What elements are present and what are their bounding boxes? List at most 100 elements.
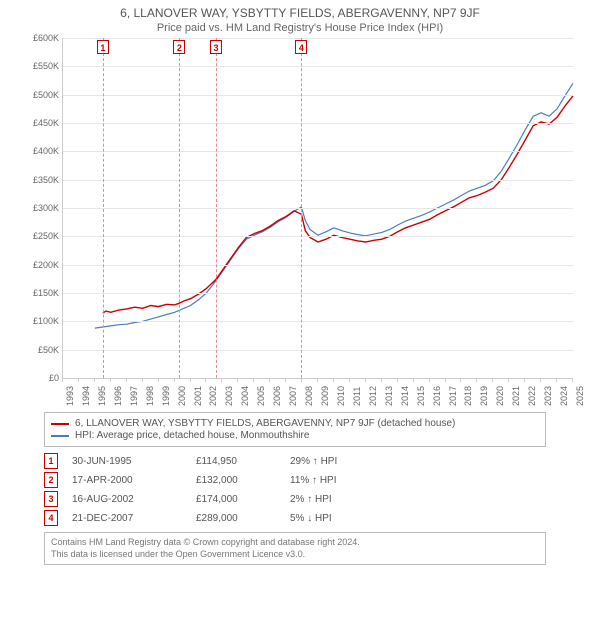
- y-gridline: [63, 208, 573, 209]
- legend-swatch-hpi: [51, 435, 69, 437]
- x-axis-label: 1993: [65, 386, 75, 406]
- x-axis-label: 2000: [177, 386, 187, 406]
- y-gridline: [63, 123, 573, 124]
- x-axis-label: 1999: [161, 386, 171, 406]
- table-row: 217-APR-2000£132,00011% ↑ HPI: [44, 472, 546, 488]
- x-axis-label: 2016: [432, 386, 442, 406]
- x-axis-label: 2001: [193, 386, 203, 406]
- x-axis-label: 2002: [208, 386, 218, 406]
- x-tick-mark: [476, 378, 477, 382]
- x-tick-mark: [94, 378, 95, 382]
- table-marker: 1: [44, 453, 58, 469]
- x-axis-ticks: 1993199419951996199719981999200020012002…: [62, 378, 572, 408]
- x-tick-mark: [221, 378, 222, 382]
- y-axis-label: £500K: [21, 90, 59, 100]
- sale-diff: 2% ↑ HPI: [290, 494, 380, 505]
- legend-row-hpi: HPI: Average price, detached house, Monm…: [51, 430, 539, 441]
- legend-label-price: 6, LLANOVER WAY, YSBYTTY FIELDS, ABERGAV…: [75, 418, 455, 429]
- sale-marker-4: 4: [295, 40, 307, 54]
- x-tick-mark: [556, 378, 557, 382]
- x-axis-label: 2019: [479, 386, 489, 406]
- x-tick-mark: [126, 378, 127, 382]
- sale-marker-1: 1: [97, 40, 109, 54]
- x-axis-label: 2024: [559, 386, 569, 406]
- x-axis-label: 2023: [543, 386, 553, 406]
- x-tick-mark: [413, 378, 414, 382]
- y-axis-label: £600K: [21, 33, 59, 43]
- y-gridline: [63, 236, 573, 237]
- x-axis-label: 1997: [129, 386, 139, 406]
- x-axis-label: 2012: [368, 386, 378, 406]
- chart-box: £0£50K£100K£150K£200K£250K£300K£350K£400…: [20, 38, 580, 408]
- y-axis-label: £0: [21, 373, 59, 383]
- sale-marker-line: [301, 38, 302, 378]
- x-tick-mark: [349, 378, 350, 382]
- y-gridline: [63, 350, 573, 351]
- table-row: 130-JUN-1995£114,95029% ↑ HPI: [44, 453, 546, 469]
- sales-table: 130-JUN-1995£114,95029% ↑ HPI217-APR-200…: [44, 453, 546, 526]
- sale-diff: 11% ↑ HPI: [290, 475, 380, 486]
- legend-row-price: 6, LLANOVER WAY, YSBYTTY FIELDS, ABERGAV…: [51, 418, 539, 429]
- x-tick-mark: [508, 378, 509, 382]
- y-gridline: [63, 151, 573, 152]
- table-marker: 3: [44, 491, 58, 507]
- table-marker: 2: [44, 472, 58, 488]
- y-gridline: [63, 95, 573, 96]
- sale-marker-line: [216, 38, 217, 378]
- x-tick-mark: [492, 378, 493, 382]
- x-axis-label: 2018: [463, 386, 473, 406]
- x-axis-label: 2005: [256, 386, 266, 406]
- sale-date: 21-DEC-2007: [72, 513, 182, 524]
- y-gridline: [63, 265, 573, 266]
- licence-line-2: This data is licensed under the Open Gov…: [51, 549, 539, 561]
- x-tick-mark: [540, 378, 541, 382]
- y-gridline: [63, 293, 573, 294]
- y-gridline: [63, 66, 573, 67]
- x-tick-mark: [524, 378, 525, 382]
- y-axis-label: £250K: [21, 231, 59, 241]
- x-axis-label: 2007: [288, 386, 298, 406]
- table-marker: 4: [44, 510, 58, 526]
- x-tick-mark: [301, 378, 302, 382]
- y-axis-label: £100K: [21, 316, 59, 326]
- x-tick-mark: [174, 378, 175, 382]
- x-axis-label: 2021: [511, 386, 521, 406]
- table-row: 421-DEC-2007£289,0005% ↓ HPI: [44, 510, 546, 526]
- x-axis-label: 2017: [448, 386, 458, 406]
- x-tick-mark: [572, 378, 573, 382]
- y-axis-label: £150K: [21, 288, 59, 298]
- x-tick-mark: [110, 378, 111, 382]
- x-tick-mark: [333, 378, 334, 382]
- y-gridline: [63, 180, 573, 181]
- sale-price: £114,950: [196, 456, 276, 467]
- x-tick-mark: [285, 378, 286, 382]
- x-tick-mark: [78, 378, 79, 382]
- sale-marker-line: [103, 38, 104, 378]
- y-axis-label: £350K: [21, 175, 59, 185]
- x-axis-label: 2009: [320, 386, 330, 406]
- legend-swatch-price: [51, 423, 69, 425]
- x-tick-mark: [62, 378, 63, 382]
- x-tick-mark: [429, 378, 430, 382]
- x-axis-label: 2022: [527, 386, 537, 406]
- plot-area: £0£50K£100K£150K£200K£250K£300K£350K£400…: [62, 38, 573, 379]
- y-axis-label: £50K: [21, 345, 59, 355]
- chart-title: 6, LLANOVER WAY, YSBYTTY FIELDS, ABERGAV…: [10, 6, 590, 20]
- x-tick-mark: [445, 378, 446, 382]
- x-axis-label: 2010: [336, 386, 346, 406]
- y-gridline: [63, 38, 573, 39]
- x-axis-label: 2011: [352, 387, 362, 406]
- chart-container: 6, LLANOVER WAY, YSBYTTY FIELDS, ABERGAV…: [0, 0, 600, 620]
- x-axis-label: 1994: [81, 386, 91, 406]
- x-axis-label: 2013: [384, 386, 394, 406]
- licence-footer: Contains HM Land Registry data © Crown c…: [44, 532, 546, 565]
- x-tick-mark: [190, 378, 191, 382]
- x-tick-mark: [317, 378, 318, 382]
- x-axis-label: 2014: [400, 386, 410, 406]
- x-tick-mark: [142, 378, 143, 382]
- y-axis-label: £550K: [21, 61, 59, 71]
- legend-box: 6, LLANOVER WAY, YSBYTTY FIELDS, ABERGAV…: [44, 412, 546, 447]
- sale-marker-line: [179, 38, 180, 378]
- x-tick-mark: [237, 378, 238, 382]
- sale-date: 30-JUN-1995: [72, 456, 182, 467]
